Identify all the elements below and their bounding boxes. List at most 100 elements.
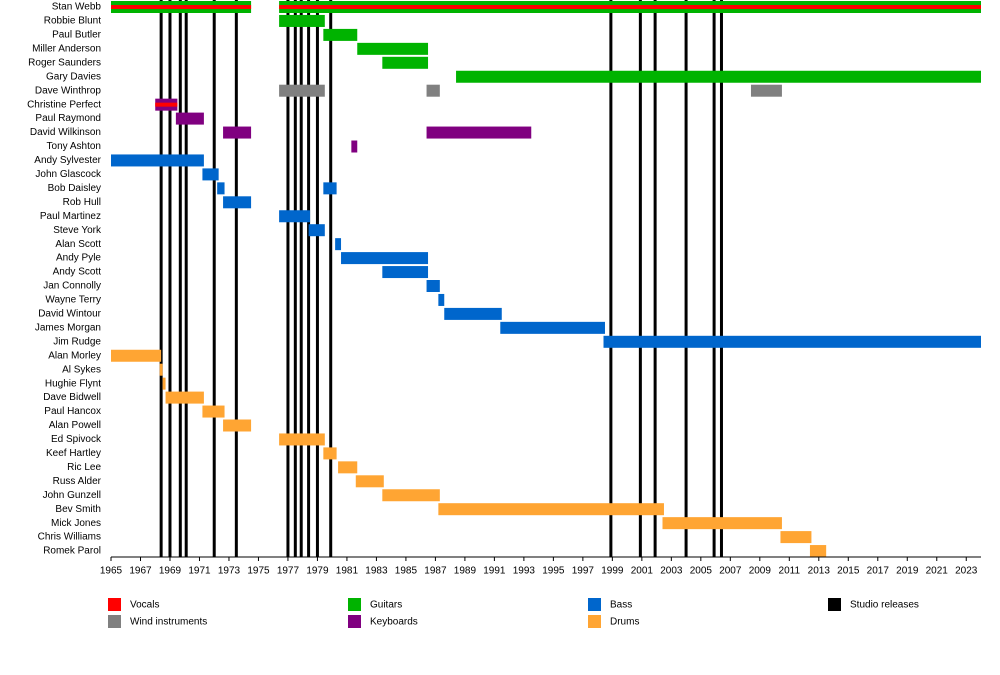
member-bar — [159, 363, 163, 376]
member-label: Bev Smith — [55, 504, 101, 515]
member-bar — [308, 224, 325, 237]
legend-swatch — [828, 598, 841, 611]
member-label: Chris Williams — [38, 532, 101, 543]
member-label: Paul Martinez — [40, 211, 101, 222]
member-label: David Wintour — [38, 309, 101, 320]
member-bar — [426, 280, 440, 292]
member-label: Dave Bidwell — [43, 392, 101, 403]
member-label: Andy Pyle — [56, 253, 101, 264]
member-bar — [279, 5, 981, 9]
legend-label: Guitars — [370, 600, 402, 611]
member-bar — [382, 56, 429, 69]
member-label: Miller Anderson — [32, 43, 101, 54]
member-bar — [279, 433, 325, 446]
member-bar — [323, 182, 337, 195]
member-label: David Wilkinson — [30, 127, 101, 138]
member-bar — [279, 84, 325, 97]
x-tick-label: 1981 — [336, 566, 359, 577]
member-label: Andy Sylvester — [34, 155, 101, 166]
member-bar — [338, 461, 358, 474]
member-bar — [438, 293, 445, 306]
x-tick-label: 1999 — [601, 566, 624, 577]
x-tick-label: 1965 — [100, 566, 123, 577]
member-label: Andy Scott — [53, 267, 102, 278]
member-bar — [111, 5, 252, 9]
member-label: Romek Parol — [43, 546, 101, 557]
x-tick-label: 2021 — [926, 566, 949, 577]
legend-label: Vocals — [130, 600, 159, 611]
member-bar — [162, 377, 166, 390]
member-bar — [202, 168, 219, 181]
member-bar — [165, 391, 204, 404]
member-label: Jim Rudge — [53, 336, 101, 347]
x-tick-label: 1971 — [188, 566, 211, 577]
member-label: Mick Jones — [51, 518, 101, 529]
member-bar — [351, 140, 358, 153]
member-bar — [175, 112, 204, 125]
x-tick-label: 1991 — [483, 566, 506, 577]
x-tick-label: 1979 — [306, 566, 329, 577]
member-bar — [111, 349, 162, 362]
legend-label: Keyboards — [370, 617, 418, 628]
x-tick-label: 2009 — [749, 566, 772, 577]
member-bar — [438, 503, 664, 516]
member-bar — [382, 266, 429, 279]
x-tick-label: 2015 — [837, 566, 860, 577]
x-tick-label: 1969 — [159, 566, 182, 577]
member-label: Russ Alder — [53, 476, 102, 487]
member-label: Robbie Blunt — [44, 16, 101, 27]
member-bar — [279, 210, 311, 223]
member-bar — [603, 335, 981, 348]
x-tick-label: 1995 — [542, 566, 565, 577]
member-label: Ric Lee — [67, 462, 101, 473]
x-tick-label: 1987 — [424, 566, 447, 577]
x-tick-label: 2023 — [955, 566, 978, 577]
legend-label: Bass — [610, 600, 632, 611]
x-tick-label: 1977 — [277, 566, 300, 577]
member-bar — [279, 14, 325, 27]
member-bar — [750, 84, 782, 97]
member-bar — [382, 489, 440, 502]
x-tick-label: 2019 — [896, 566, 919, 577]
member-bar — [111, 154, 204, 167]
member-label: Alan Powell — [49, 420, 101, 431]
member-label: Wayne Terry — [45, 295, 101, 306]
member-bar — [323, 447, 337, 460]
member-label: Keef Hartley — [46, 448, 101, 459]
x-tick-label: 2005 — [690, 566, 713, 577]
x-tick-label: 1975 — [247, 566, 270, 577]
x-tick-label: 2017 — [867, 566, 890, 577]
member-bar — [426, 126, 532, 139]
member-label: Hughie Flynt — [45, 378, 101, 389]
x-tick-label: 1985 — [395, 566, 418, 577]
member-label: Bob Daisley — [48, 183, 101, 194]
member-bar — [223, 196, 252, 209]
x-tick-label: 1973 — [218, 566, 241, 577]
legend-swatch — [348, 615, 361, 628]
member-label: James Morgan — [35, 322, 101, 333]
member-bar — [217, 182, 225, 195]
legend-swatch — [588, 615, 601, 628]
member-label: Alan Scott — [55, 239, 101, 250]
x-tick-label: 1997 — [572, 566, 595, 577]
legend-swatch — [108, 615, 121, 628]
x-tick-label: 1983 — [365, 566, 388, 577]
member-bar — [202, 405, 225, 418]
member-bar — [444, 307, 502, 320]
member-label: Dave Winthrop — [35, 85, 102, 96]
x-tick-label: 2013 — [808, 566, 831, 577]
legend-swatch — [348, 598, 361, 611]
member-bar — [357, 42, 429, 55]
member-bar — [341, 252, 429, 265]
member-bar — [456, 70, 981, 83]
legend-swatch — [588, 598, 601, 611]
member-bar — [223, 126, 252, 139]
x-tick-label: 1967 — [129, 566, 152, 577]
member-bar — [323, 28, 358, 41]
member-label: Rob Hull — [63, 197, 101, 208]
member-bar — [223, 419, 252, 432]
x-tick-label: 2001 — [631, 566, 654, 577]
x-tick-label: 2007 — [719, 566, 742, 577]
